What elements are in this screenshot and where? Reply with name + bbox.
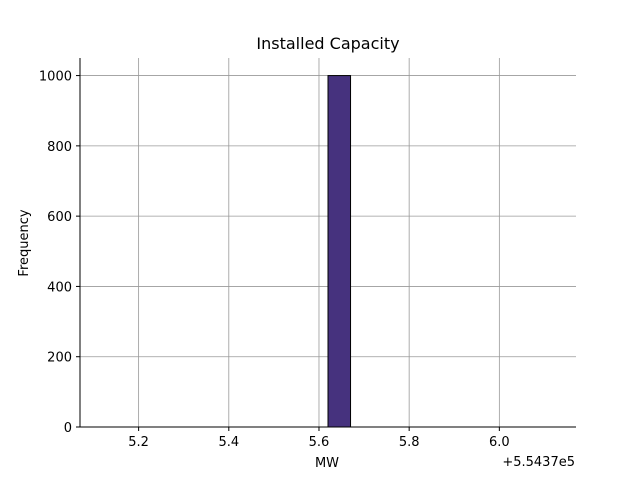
x-tick-label: 5.8 [399, 435, 420, 450]
y-tick-label: 0 [64, 421, 72, 436]
axes [79, 58, 576, 428]
x-axis-offset-label: +5.5437e5 [502, 455, 575, 470]
x-axis-label: MW [315, 456, 339, 471]
tick-labels: 5.2 5.4 5.6 5.8 6.0 0 200 400 600 800 1000 [39, 70, 510, 450]
y-tick-label: 200 [47, 351, 72, 366]
x-tick-label: 5.4 [218, 435, 239, 450]
x-tick-label: 5.6 [309, 435, 330, 450]
y-tick-label: 400 [47, 280, 72, 295]
chart-title: Installed Capacity [256, 34, 399, 53]
x-tick-label: 5.2 [128, 435, 149, 450]
y-tick-label: 600 [47, 210, 72, 225]
histogram-bar [327, 75, 352, 428]
x-tick-label: 6.0 [489, 435, 510, 450]
y-tick-label: 1000 [39, 70, 72, 85]
histogram-bars [327, 75, 352, 428]
y-tick-label: 800 [47, 140, 72, 155]
y-axis-label: Frequency [17, 209, 32, 276]
